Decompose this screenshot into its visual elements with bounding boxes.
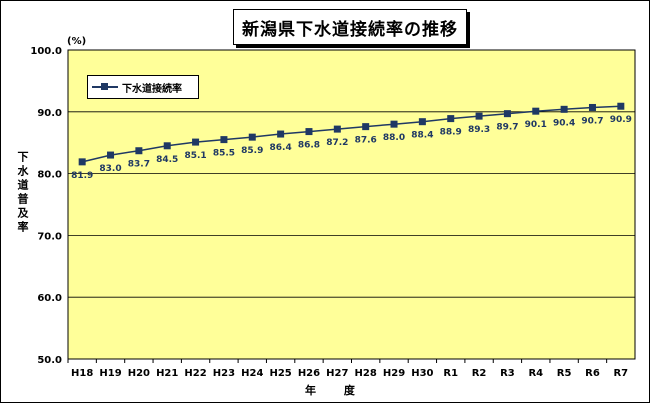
data-point xyxy=(560,105,568,113)
data-label: 83.0 xyxy=(99,164,121,174)
data-label: 90.7 xyxy=(581,116,603,126)
x-tick-label: H23 xyxy=(213,368,235,379)
data-point xyxy=(220,136,228,144)
y-tick-label: 50.0 xyxy=(37,355,62,366)
data-label: 88.4 xyxy=(411,131,433,141)
data-point xyxy=(532,107,540,115)
x-tick-label: H19 xyxy=(99,368,121,379)
data-point xyxy=(390,120,398,128)
x-tick-label: H28 xyxy=(355,368,377,379)
x-tick-label: H22 xyxy=(184,368,206,379)
y-tick-label: 60.0 xyxy=(37,293,62,304)
data-label: 90.1 xyxy=(525,120,547,130)
x-tick-label: H24 xyxy=(241,368,263,379)
x-axis-label: 年 度 xyxy=(305,384,367,397)
data-label: 83.7 xyxy=(128,160,150,170)
x-tick-label: R3 xyxy=(500,368,515,379)
x-tick-label: H18 xyxy=(71,368,93,379)
x-tick-label: H25 xyxy=(269,368,291,379)
y-tick-label: 80.0 xyxy=(37,170,62,181)
data-point xyxy=(305,128,313,136)
series-line xyxy=(82,105,621,163)
data-point xyxy=(163,142,171,150)
x-tick-label: H30 xyxy=(411,368,433,379)
x-tick-label: H27 xyxy=(326,368,348,379)
data-point xyxy=(588,103,596,111)
x-tick-label: H26 xyxy=(298,368,320,379)
data-label: 87.6 xyxy=(355,136,377,146)
data-label: 89.7 xyxy=(496,123,518,133)
data-label: 86.8 xyxy=(298,141,320,151)
data-point xyxy=(248,133,256,141)
x-tick-label: R7 xyxy=(613,368,628,379)
data-label: 86.4 xyxy=(270,143,292,153)
data-label: 88.9 xyxy=(440,128,462,138)
data-label: 87.2 xyxy=(326,138,348,148)
x-axis-ticks: H18 H19 H20 H21 H22 H23 H24 H25 H26 H27 H28 H29 H30 R… xyxy=(67,359,628,379)
y-axis-label: 下水道普及率 xyxy=(16,151,29,235)
data-label: 85.1 xyxy=(184,151,206,161)
y-tick-label: 100.0 xyxy=(30,46,62,57)
data-point xyxy=(333,125,341,133)
data-point xyxy=(475,112,483,120)
data-label: 90.4 xyxy=(553,118,575,128)
data-point xyxy=(192,138,200,146)
data-labels: 81.9 83.0 83.7 84.5 85.1 85.5 85.9 86.4 86.8 87.2… xyxy=(71,115,632,181)
legend: 下水道接続率 xyxy=(87,75,199,99)
data-point xyxy=(617,102,625,110)
data-label: 88.0 xyxy=(383,133,405,143)
y-axis-unit: (%) xyxy=(67,36,87,47)
data-point xyxy=(362,123,370,131)
chart-title: 新潟県下水道接続率の推移 xyxy=(233,9,467,45)
y-tick-label: 90.0 xyxy=(37,108,62,119)
x-tick-label: R2 xyxy=(472,368,487,379)
data-point xyxy=(107,151,115,159)
x-tick-label: R1 xyxy=(443,368,458,379)
y-axis-ticks: 50.0 60.0 70.0 80.0 90.0 100.0 xyxy=(30,46,62,366)
gridlines xyxy=(68,111,635,298)
x-tick-label: R6 xyxy=(585,368,600,379)
data-label: 89.3 xyxy=(468,125,490,135)
x-tick-label: R5 xyxy=(557,368,572,379)
x-tick-label: H29 xyxy=(383,368,405,379)
data-label: 84.5 xyxy=(156,155,178,165)
data-label: 81.9 xyxy=(71,171,93,181)
data-point xyxy=(78,158,86,166)
data-label: 85.9 xyxy=(241,146,263,156)
data-point xyxy=(447,115,455,123)
data-point xyxy=(135,147,143,155)
data-label: 90.9 xyxy=(610,115,632,125)
data-point xyxy=(418,118,426,126)
data-points xyxy=(78,102,625,166)
x-tick-label: H20 xyxy=(128,368,150,379)
x-tick-label: R4 xyxy=(528,368,543,379)
data-label: 85.5 xyxy=(213,149,235,159)
legend-label: 下水道接続率 xyxy=(122,83,182,95)
x-tick-label: H21 xyxy=(156,368,178,379)
data-point xyxy=(277,130,285,138)
y-tick-label: 70.0 xyxy=(37,231,62,242)
legend-marker xyxy=(92,76,122,98)
plot-area xyxy=(67,49,636,360)
data-point xyxy=(503,110,511,118)
